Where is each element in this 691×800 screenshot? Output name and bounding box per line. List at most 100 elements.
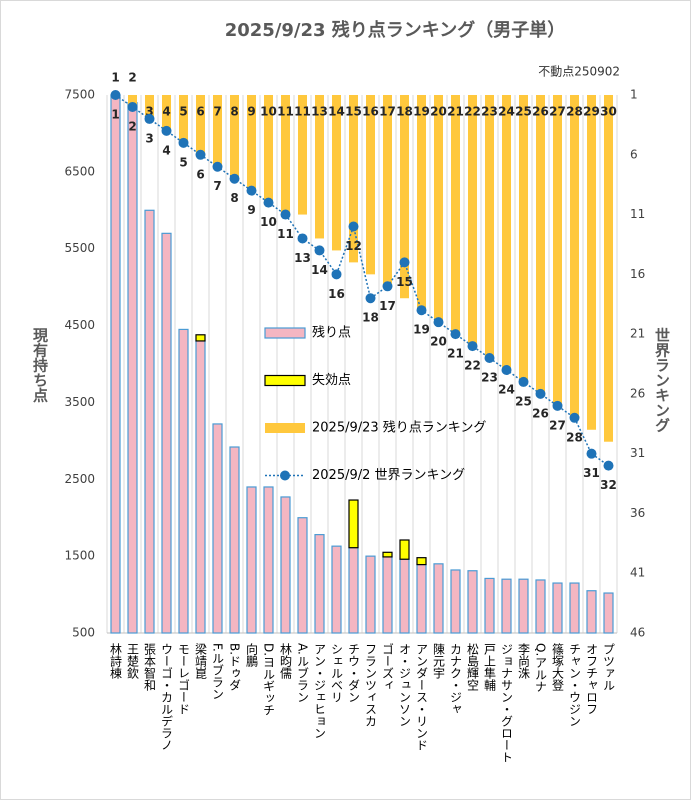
x-tick-label: アン・ジェヒョン [313, 643, 327, 739]
rank-bar-label: 5 [179, 105, 187, 119]
rank-bar-label: 9 [247, 105, 255, 119]
y2-tick-label: 46 [630, 626, 645, 640]
rank-marker-label: 7 [213, 179, 221, 193]
rank-marker-label: 20 [430, 335, 447, 349]
rank-bar-label: 19 [413, 105, 430, 119]
x-tick-label: 王楚欽 [126, 643, 140, 680]
x-tick-label: プツァル [602, 643, 616, 691]
x-tick-label: 陳元宇 [432, 643, 446, 679]
bar [535, 579, 546, 634]
bar [586, 590, 597, 634]
rank-bar-label: 17 [379, 105, 396, 119]
bar [246, 486, 257, 634]
rank-bar [298, 95, 307, 215]
rank-marker [484, 353, 495, 364]
bar [399, 558, 410, 634]
stacked-bar [382, 551, 393, 558]
rank-bar-label: 14 [328, 105, 345, 119]
rank-bar [128, 95, 137, 107]
y2-axis-label: 世界ランキング [653, 327, 671, 433]
rank-marker [127, 101, 138, 112]
rank-bar [230, 95, 239, 179]
rank-bar-label: 20 [430, 105, 447, 119]
rank-marker-label: 24 [498, 382, 515, 396]
bar [382, 556, 393, 634]
rank-marker [535, 388, 546, 399]
bar [195, 340, 206, 634]
legend-swatch [265, 423, 305, 433]
rank-marker [280, 209, 291, 220]
x-tick-label: ウーゴ・カルデラノ [160, 643, 174, 751]
bar [348, 547, 359, 634]
rank-marker-label: 12 [345, 239, 362, 253]
rank-marker-label: 15 [396, 275, 413, 289]
y2-tick-label: 11 [630, 207, 645, 221]
x-tick-label: ジョナサン・グロート [500, 643, 514, 763]
rank-marker [518, 376, 529, 387]
x-tick-label: モーレゴード [177, 643, 191, 715]
y-tick-label: 500 [72, 626, 95, 640]
bar [161, 232, 172, 634]
rank-marker-label: 3 [145, 131, 153, 145]
rank-marker [110, 90, 121, 100]
rank-bar-label: 7 [213, 105, 221, 119]
rank-marker-label: 14 [311, 263, 328, 277]
bar [144, 209, 155, 634]
legend-label: 失効点 [312, 373, 351, 388]
bar [450, 569, 461, 634]
stacked-bar [399, 539, 410, 560]
x-tick-label: D.ヨルギッチ [262, 643, 276, 716]
rank-marker [178, 137, 189, 148]
chart-subtitle: 不動点250902 [538, 65, 620, 79]
x-tick-label: Q.アルナ [534, 643, 548, 692]
rank-bar-label: 15 [345, 105, 362, 119]
bar [314, 534, 325, 634]
rank-bar-label: 27 [549, 105, 566, 119]
legend-label: 2025/9/2 世界ランキング [312, 468, 465, 483]
x-tick-label: ゴーズィ [381, 642, 395, 691]
rank-marker-label: 9 [247, 203, 255, 217]
rank-marker [195, 149, 206, 160]
rank-bar [604, 95, 613, 442]
rank-marker [263, 197, 274, 208]
rank-bar-label: 13 [311, 105, 328, 119]
rank-marker-label: 26 [532, 406, 549, 420]
rank-marker [144, 113, 155, 124]
bar [331, 545, 342, 634]
rank-marker [331, 269, 342, 280]
rank-marker-label: 2 [128, 119, 136, 133]
rank-bar [587, 95, 596, 430]
rank-marker [399, 257, 410, 268]
rank-bar-label: 11 [277, 105, 294, 119]
y-tick-label: 5500 [64, 241, 95, 255]
x-tick-label: オフチャロフ [585, 643, 599, 715]
rank-bar [315, 95, 324, 239]
x-tick-label: フランツィスカ [364, 643, 378, 727]
stacked-bar [416, 557, 427, 566]
rank-bar [247, 95, 256, 191]
rank-bar-label: 25 [515, 105, 532, 119]
y-tick-label: 6500 [64, 164, 95, 178]
x-tick-label: 篠塚大登 [551, 642, 565, 691]
x-tick-label: シェルベリ [330, 643, 344, 703]
bar [110, 94, 121, 634]
rank-marker-label: 11 [277, 227, 294, 241]
legend-swatch [264, 374, 306, 387]
rank-marker-label: 23 [481, 371, 498, 385]
legend-label: 2025/9/23 残り点ランキング [312, 421, 486, 436]
rank-marker-label: 10 [260, 215, 277, 229]
bar [280, 496, 291, 634]
x-tick-label: 戸上隼輔 [483, 643, 497, 692]
rank-bar [264, 95, 273, 203]
rank-bar-label: 16 [362, 105, 379, 119]
x-tick-label: 林昀儒 [279, 643, 293, 680]
bar [433, 563, 444, 634]
bar [603, 592, 614, 634]
rank-bar [179, 95, 188, 143]
bar [518, 578, 529, 634]
rank-marker-label: 22 [464, 359, 481, 373]
y-tick-label: 1500 [64, 549, 95, 563]
rank-marker [552, 400, 563, 411]
rank-bar-label: 21 [447, 105, 464, 119]
rank-marker [365, 293, 376, 304]
